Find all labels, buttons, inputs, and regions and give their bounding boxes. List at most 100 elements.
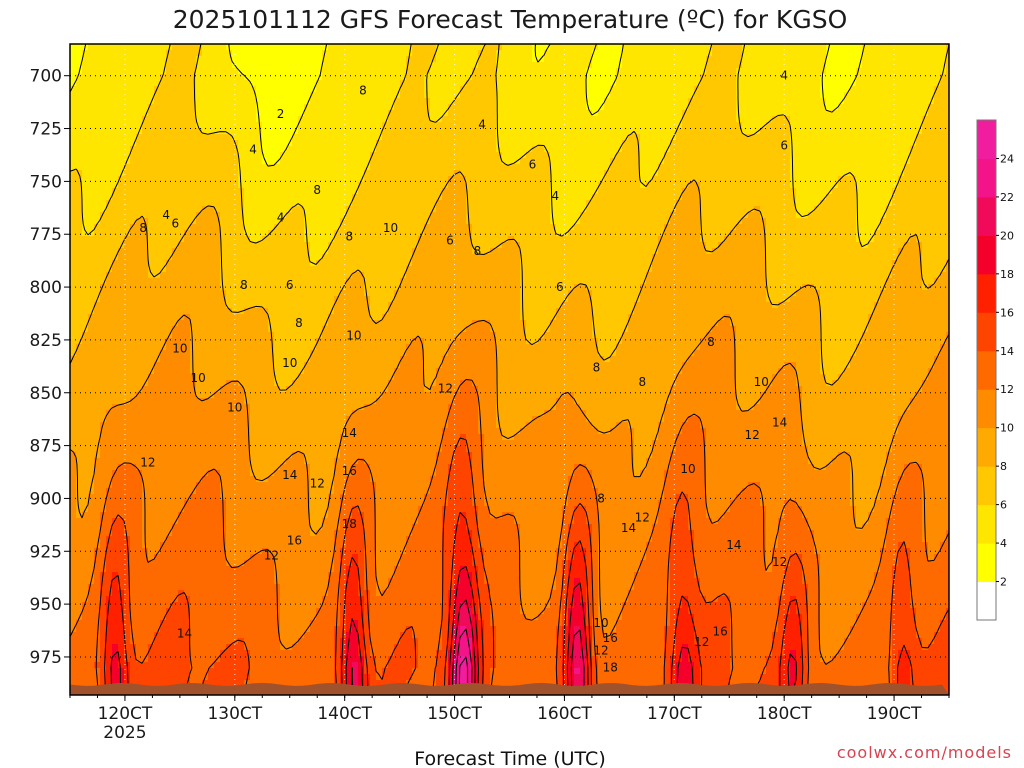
- field-cell: [292, 116, 299, 123]
- field-cell: [196, 392, 203, 399]
- field-cell: [76, 188, 83, 195]
- field-cell: [88, 344, 95, 351]
- field-cell: [226, 338, 233, 345]
- field-cell: [70, 524, 77, 531]
- field-cell: [196, 122, 203, 129]
- field-cell: [178, 302, 185, 309]
- field-cell: [262, 356, 269, 363]
- field-cell: [214, 278, 221, 285]
- field-cell: [94, 50, 101, 57]
- field-cell: [130, 458, 137, 465]
- field-cell: [262, 404, 269, 411]
- field-cell: [238, 122, 245, 129]
- field-cell: [280, 218, 287, 225]
- field-cell: [76, 194, 83, 201]
- field-cell: [130, 56, 137, 63]
- field-cell: [82, 644, 89, 651]
- field-cell: [88, 434, 95, 441]
- field-cell: [208, 302, 215, 309]
- field-cell: [148, 614, 155, 621]
- field-cell: [172, 512, 179, 519]
- field-cell: [172, 428, 179, 435]
- field-cell: [148, 200, 155, 207]
- field-cell: [112, 320, 119, 327]
- field-cell: [286, 656, 293, 663]
- field-cell: [250, 308, 257, 315]
- field-cell: [298, 668, 305, 675]
- field-cell: [154, 512, 161, 519]
- field-cell: [154, 542, 161, 549]
- field-cell: [154, 92, 161, 99]
- field-cell: [208, 362, 215, 369]
- field-cell: [118, 140, 125, 147]
- field-cell: [268, 338, 275, 345]
- field-cell: [136, 482, 143, 489]
- field-cell: [292, 176, 299, 183]
- field-cell: [112, 338, 119, 345]
- field-cell: [238, 518, 245, 525]
- field-cell: [184, 566, 191, 573]
- field-cell: [220, 362, 227, 369]
- field-cell: [172, 194, 179, 201]
- field-cell: [244, 566, 251, 573]
- field-cell: [250, 128, 257, 135]
- field-cell: [304, 110, 311, 117]
- field-cell: [88, 200, 95, 207]
- field-cell: [106, 458, 113, 465]
- field-cell: [340, 290, 347, 297]
- field-cell: [196, 176, 203, 183]
- field-cell: [100, 224, 107, 231]
- field-cell: [70, 290, 77, 297]
- field-cell: [280, 500, 287, 507]
- field-cell: [316, 554, 323, 561]
- field-cell: [280, 44, 287, 51]
- field-cell: [76, 470, 83, 477]
- field-cell: [340, 506, 347, 513]
- field-cell: [88, 188, 95, 195]
- field-cell: [100, 110, 107, 117]
- field-cell: [172, 530, 179, 537]
- field-cell: [220, 74, 227, 81]
- field-cell: [88, 152, 95, 159]
- field-cell: [256, 260, 263, 267]
- field-cell: [280, 524, 287, 531]
- field-cell: [148, 242, 155, 249]
- field-cell: [82, 86, 89, 93]
- field-cell: [214, 674, 221, 681]
- field-cell: [166, 614, 173, 621]
- field-cell: [316, 506, 323, 513]
- field-cell: [160, 356, 167, 363]
- field-cell: [166, 398, 173, 405]
- field-cell: [142, 92, 149, 99]
- field-cell: [118, 332, 125, 339]
- field-cell: [160, 542, 167, 549]
- field-cell: [106, 116, 113, 123]
- field-cell: [88, 428, 95, 435]
- field-cell: [184, 74, 191, 81]
- field-cell: [106, 626, 113, 633]
- field-cell: [100, 206, 107, 213]
- field-cell: [244, 182, 251, 189]
- field-cell: [82, 650, 89, 657]
- field-cell: [286, 194, 293, 201]
- field-cell: [262, 536, 269, 543]
- field-cell: [232, 188, 239, 195]
- field-cell: [244, 638, 251, 645]
- field-cell: [190, 602, 197, 609]
- field-cell: [136, 92, 143, 99]
- field-cell: [142, 326, 149, 333]
- field-cell: [160, 638, 167, 645]
- field-cell: [250, 230, 257, 237]
- field-cell: [334, 566, 341, 573]
- field-cell: [76, 128, 83, 135]
- field-cell: [328, 74, 335, 81]
- field-cell: [310, 158, 317, 165]
- field-cell: [106, 86, 113, 93]
- field-cell: [124, 272, 131, 279]
- field-cell: [172, 92, 179, 99]
- field-cell: [316, 512, 323, 519]
- field-cell: [172, 86, 179, 93]
- field-cell: [202, 320, 209, 327]
- field-cell: [316, 668, 323, 675]
- field-cell: [166, 194, 173, 201]
